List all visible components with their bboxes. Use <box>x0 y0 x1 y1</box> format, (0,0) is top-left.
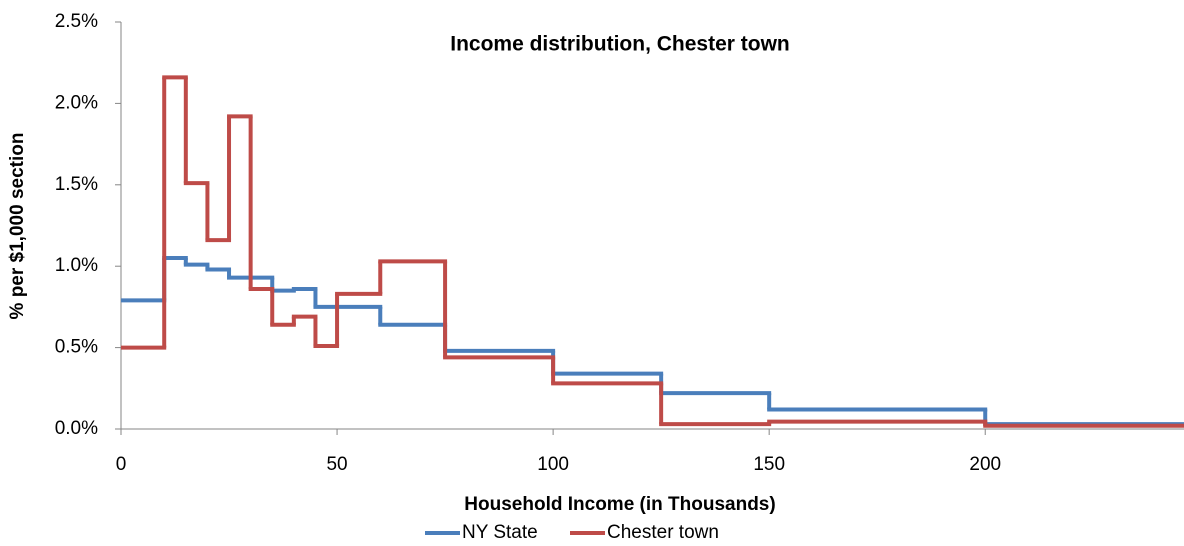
y-tick-label: 2.0% <box>55 92 98 113</box>
y-tick-label: 1.0% <box>55 255 98 276</box>
legend-label: NY State <box>462 522 538 543</box>
x-tick-label: 200 <box>969 454 1001 475</box>
chart-title: Income distribution, Chester town <box>450 33 790 56</box>
y-axis-label: % per $1,000 section <box>7 133 28 320</box>
y-tick-label: 2.5% <box>55 11 98 32</box>
plot-area <box>121 75 1184 428</box>
legend-label: Chester town <box>607 522 719 543</box>
x-tick-label: 100 <box>537 454 569 475</box>
y-tick-label: 0.5% <box>55 337 98 358</box>
x-tick-label: 50 <box>326 454 347 475</box>
y-tick-label: 0.0% <box>55 418 98 439</box>
x-tick-label: 150 <box>753 454 785 475</box>
x-tick-label: 0 <box>116 454 127 475</box>
x-axis-label: Household Income (in Thousands) <box>464 494 775 515</box>
y-tick-label: 1.5% <box>55 174 98 195</box>
